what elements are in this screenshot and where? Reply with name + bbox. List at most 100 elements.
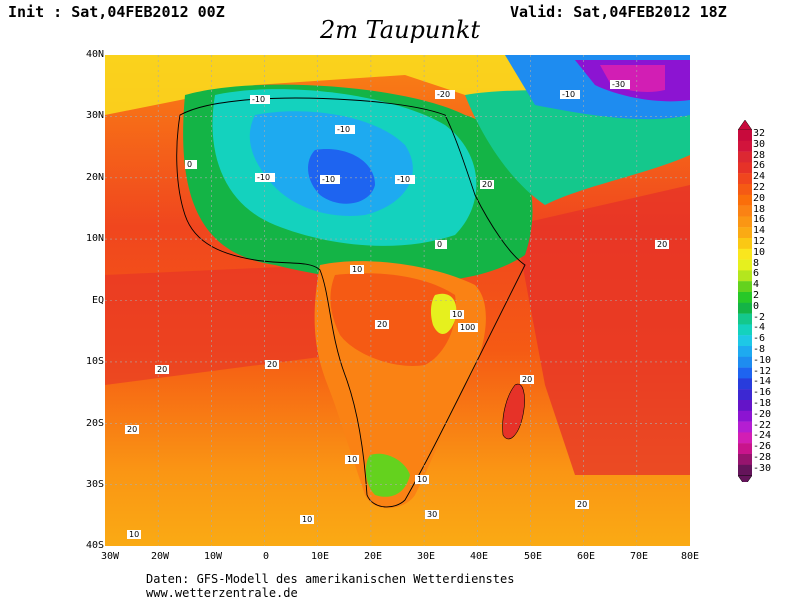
colorbar-swatch [738,227,752,239]
colorbar-label: -18 [753,398,772,409]
svg-text:-10: -10 [252,95,265,104]
colorbar-label: -4 [753,322,766,334]
lat-label: EQ [91,295,104,306]
atlantic-warm [105,265,335,385]
contour-label: 10 [300,515,314,524]
contour-labels: -10 -10 -10 -10 -10 -20 -30 -10 0 0 10 1… [125,80,669,539]
colorbar-label: -12 [753,365,772,377]
south-africa-green [365,453,410,497]
colorbar-swatch [738,162,752,174]
svg-text:20: 20 [377,320,387,329]
svg-text:20: 20 [577,500,587,509]
lon-label: 80E [680,551,700,562]
svg-text:30: 30 [427,510,437,519]
colorbar-swatch [738,346,752,357]
colorbar-label: -24 [753,430,772,442]
colorbar-label: 24 [753,171,766,183]
lat-label: 10N [85,233,104,244]
svg-text:10: 10 [302,515,312,524]
colorbar-swatch [738,400,752,411]
dewpoint-map: -10 -10 -10 -10 -10 -20 -30 -10 0 0 10 1… [105,55,690,546]
colorbar-label: 30 [753,138,766,150]
colorbar-label: -14 [753,376,772,388]
contour-label: 0 [185,160,197,169]
colorbar-swatch [738,367,752,379]
contour-label: 20 [125,425,139,434]
central-africa-land [330,273,456,366]
svg-text:20: 20 [127,425,137,434]
colorbar-swatch [738,140,752,152]
colorbar-swatch [738,205,752,217]
colorbar-label: -30 [753,462,772,474]
colorbar-label: 22 [753,182,766,193]
contour-label: -10 [335,125,355,134]
svg-text:10: 10 [452,310,462,319]
contour-label: -10 [255,173,275,182]
contour-label: 20 [480,180,494,189]
colorbar-swatch [738,454,752,465]
colorbar-swatch [738,216,752,228]
colorbar-label: 2 [753,290,760,301]
lon-label: 10W [203,551,223,562]
contour-label: -10 [560,90,580,99]
colorbar-label: -10 [753,354,772,366]
colorbar-label: 26 [753,160,766,172]
valid-time-label: Valid: Sat,04FEB2012 18Z [510,3,727,21]
colorbar-swatch [738,248,752,260]
colorbar-label: 20 [753,192,766,204]
colorbar-swatch [738,443,752,455]
colorbar-label: 32 [753,128,766,139]
svg-text:-10: -10 [397,175,410,184]
colorbar-label: 14 [753,225,766,237]
svg-text:100: 100 [460,323,475,332]
colorbar-swatch [738,410,752,422]
colorbar-swatch [738,281,752,293]
colorbar-label: 10 [753,246,766,258]
svg-text:10: 10 [352,265,362,274]
colorbar-label: -22 [753,419,772,431]
colorbar-label: 28 [753,149,766,161]
colorbar-swatch [738,173,752,185]
contour-label: 100 [458,323,478,332]
contour-label: -10 [395,175,415,184]
svg-text:20: 20 [522,375,532,384]
svg-text:-10: -10 [337,125,350,134]
lon-label: 20W [150,551,170,562]
colorbar-swatch [738,421,752,433]
lat-label: 30N [85,110,104,121]
colorbar-swatch [738,378,752,390]
lon-label: 70E [629,551,649,562]
colorbar-swatch [738,259,752,271]
svg-text:10: 10 [347,455,357,464]
colorbar-swatch [738,194,752,206]
lon-label: 20E [363,551,383,562]
contour-label: -10 [320,175,340,184]
map-canvas: -10 -10 -10 -10 -10 -20 -30 -10 0 0 10 1… [105,55,690,546]
madagascar [502,383,525,440]
colorbar-swatch [738,324,752,336]
colorbar-swatch [738,432,752,444]
lat-lon-grid [105,55,690,546]
colorbar-label: -26 [753,441,772,453]
colorbar-swatch [738,184,752,195]
colorbar-label: -8 [753,344,766,355]
lat-label: 40S [85,540,104,551]
svg-text:-10: -10 [562,90,575,99]
sahara-deep-blue [308,149,375,204]
colorbar-label: -28 [753,452,772,463]
svg-text:-20: -20 [437,90,450,99]
init-time-label: Init : Sat,04FEB2012 00Z [8,3,225,21]
colorbar-label: 12 [753,236,766,247]
data-source-text: Daten: GFS-Modell des amerikanischen Wet… [146,572,515,586]
colorbar-label: 8 [753,257,760,269]
indian-ocean-warm [515,185,690,475]
colorbar-label: 6 [753,268,760,280]
colorbar-label: -20 [753,408,772,420]
colorbar-swatch [738,270,752,282]
lat-label: 30S [85,479,104,490]
lon-label: 60E [576,551,596,562]
contour-label: -30 [610,80,630,89]
lat-label: 40N [85,49,104,60]
contour-label: -10 [250,95,270,104]
colorbar-label: -6 [753,333,766,345]
